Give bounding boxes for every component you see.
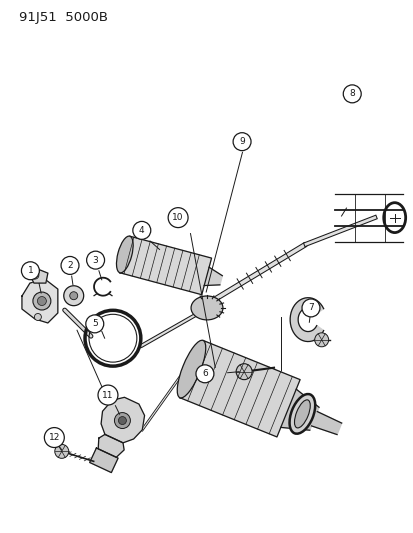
Ellipse shape [289, 394, 314, 434]
Circle shape [61, 256, 79, 274]
Text: 1: 1 [27, 266, 33, 275]
Ellipse shape [116, 236, 133, 273]
Text: 5: 5 [92, 319, 97, 328]
Circle shape [168, 208, 188, 228]
Circle shape [21, 262, 39, 280]
Polygon shape [120, 236, 211, 295]
Ellipse shape [177, 340, 205, 398]
Circle shape [301, 299, 319, 317]
Circle shape [235, 364, 252, 379]
Circle shape [86, 251, 104, 269]
Circle shape [55, 445, 69, 458]
Circle shape [314, 333, 328, 347]
Text: 7: 7 [307, 303, 313, 312]
Circle shape [34, 313, 41, 320]
Polygon shape [311, 411, 341, 434]
Text: 10: 10 [172, 213, 183, 222]
Ellipse shape [190, 296, 223, 320]
Circle shape [133, 221, 150, 239]
Text: 4: 4 [139, 226, 144, 235]
Text: 91J51  5000B: 91J51 5000B [19, 11, 107, 24]
Circle shape [31, 271, 39, 279]
Circle shape [118, 417, 126, 425]
Polygon shape [98, 434, 124, 457]
Text: 8: 8 [349, 90, 354, 99]
Circle shape [37, 296, 46, 305]
Ellipse shape [294, 400, 309, 428]
Polygon shape [290, 298, 323, 342]
Text: 9: 9 [239, 137, 244, 146]
Text: 11: 11 [102, 391, 114, 400]
Circle shape [195, 365, 214, 383]
Polygon shape [280, 389, 318, 430]
Text: 2: 2 [67, 261, 73, 270]
Circle shape [33, 292, 51, 310]
Circle shape [64, 286, 83, 306]
Text: 3: 3 [93, 256, 98, 264]
Polygon shape [32, 269, 48, 283]
Circle shape [342, 85, 360, 103]
Circle shape [98, 385, 118, 405]
Circle shape [85, 315, 104, 333]
Polygon shape [204, 267, 222, 286]
Text: 12: 12 [49, 433, 60, 442]
Circle shape [114, 413, 130, 429]
Circle shape [233, 133, 250, 151]
Polygon shape [90, 448, 118, 473]
Text: 6: 6 [202, 369, 207, 378]
Circle shape [69, 292, 78, 300]
Polygon shape [180, 341, 299, 437]
Circle shape [44, 427, 64, 448]
Polygon shape [101, 397, 144, 443]
Polygon shape [22, 279, 58, 323]
